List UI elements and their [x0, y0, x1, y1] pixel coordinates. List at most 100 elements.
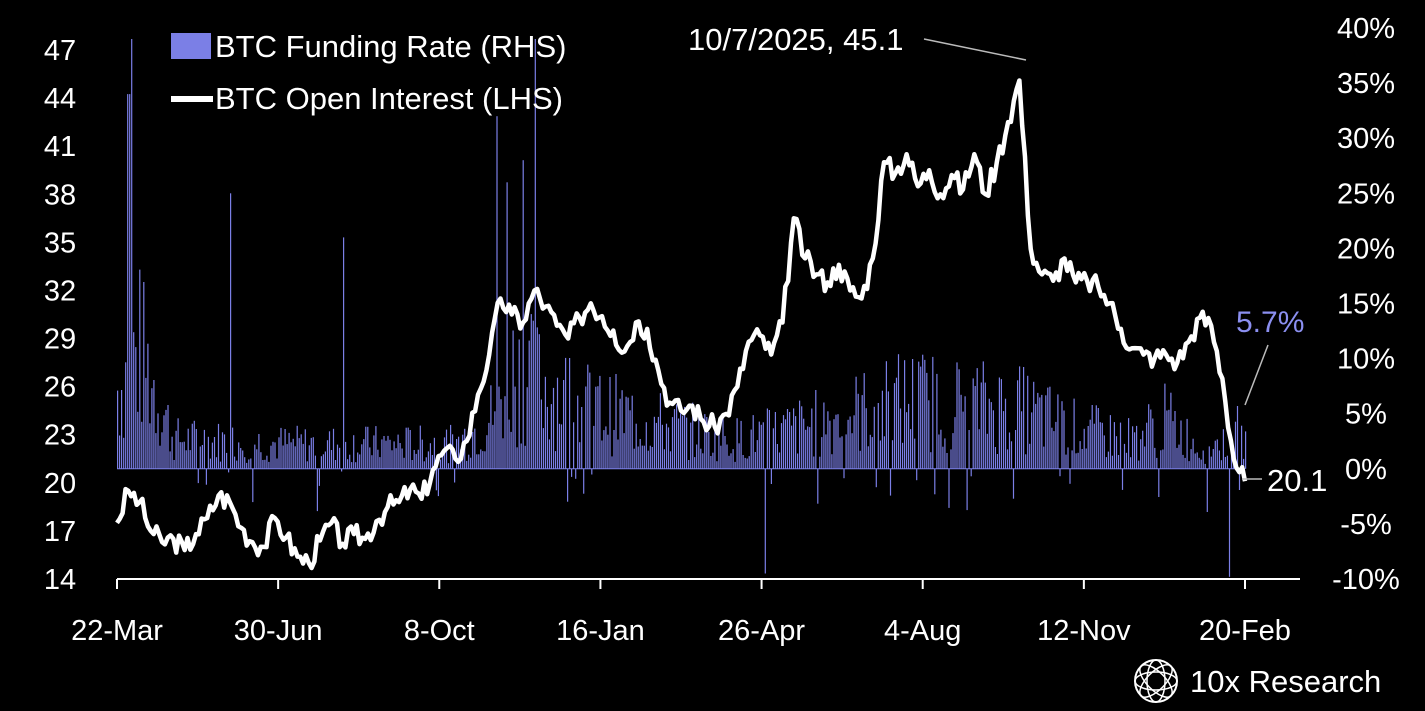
funding-bar — [857, 393, 859, 469]
funding-bar — [922, 354, 924, 469]
funding-bar — [676, 404, 678, 469]
funding-bar — [869, 434, 871, 469]
funding-bar — [470, 457, 472, 469]
funding-bar — [932, 356, 934, 469]
funding-bar — [736, 418, 738, 469]
funding-bar — [373, 435, 375, 469]
funding-bar — [476, 454, 478, 469]
funding-bar — [542, 428, 544, 469]
funding-bar — [498, 386, 500, 469]
peak-leader-line — [923, 38, 1027, 61]
funding-bar — [1061, 401, 1063, 469]
funding-bar — [409, 430, 411, 469]
funding-bar — [1202, 450, 1204, 469]
funding-bar — [197, 468, 199, 484]
funding-bar — [254, 444, 256, 469]
funding-bar — [887, 391, 889, 469]
right-tick-label: 5% — [1345, 399, 1387, 431]
right-tick-label: 20% — [1337, 233, 1395, 265]
funding-bar — [1033, 381, 1035, 469]
funding-bar — [1109, 415, 1111, 469]
globe-logo-icon — [1134, 659, 1178, 703]
funding-bar — [393, 441, 395, 469]
funding-bar — [1212, 449, 1214, 469]
funding-bar — [920, 366, 922, 469]
funding-bar — [1079, 441, 1081, 469]
funding-bar — [948, 468, 950, 508]
funding-bar — [458, 436, 460, 469]
funding-bar — [294, 446, 296, 469]
funding-bar — [389, 439, 391, 469]
funding-bar — [897, 354, 900, 469]
x-tick-label: 4-Aug — [884, 615, 961, 647]
funding-bar — [657, 416, 659, 469]
funding-bar — [306, 461, 308, 469]
funding-bar — [397, 434, 399, 469]
funding-bar — [645, 422, 647, 469]
funding-bar — [157, 413, 159, 469]
funding-bar — [488, 422, 490, 469]
funding-bar — [278, 437, 280, 469]
left-tick-label: 38 — [44, 179, 76, 211]
funding-bar — [1063, 410, 1065, 469]
funding-bar — [873, 406, 875, 469]
funding-bar — [908, 403, 910, 469]
funding-bar — [950, 449, 952, 469]
funding-bar — [835, 414, 837, 469]
funding-bar — [704, 414, 706, 469]
funding-bar — [504, 396, 506, 469]
funding-bar — [623, 433, 625, 469]
funding-bar — [552, 387, 555, 469]
funding-bar — [986, 433, 988, 469]
funding-bar — [1168, 409, 1170, 469]
funding-bar — [1234, 421, 1237, 469]
funding-bar — [1123, 443, 1126, 469]
funding-bar — [1180, 420, 1182, 469]
funding-bar — [326, 440, 329, 469]
funding-bar — [621, 390, 623, 469]
funding-bar — [617, 439, 619, 469]
funding-bar — [581, 407, 583, 469]
funding-bar — [1117, 455, 1120, 469]
funding-bar — [290, 442, 292, 469]
funding-bar — [213, 437, 216, 469]
funding-bar — [1035, 403, 1037, 469]
funding-bar — [815, 390, 817, 469]
funding-bar — [841, 436, 843, 469]
funding-bar — [1172, 421, 1174, 469]
funding-bar — [183, 441, 185, 469]
funding-bar — [520, 443, 522, 469]
funding-bar — [799, 400, 801, 469]
funding-bar — [1113, 422, 1115, 469]
funding-bar — [593, 425, 595, 469]
right-tick-label: 30% — [1337, 123, 1395, 155]
funding-bar — [496, 116, 498, 469]
funding-bar — [258, 434, 260, 469]
funding-bar — [692, 402, 694, 469]
funding-bar — [801, 406, 803, 469]
funding-bar — [944, 438, 946, 469]
funding-bar — [811, 408, 813, 469]
funding-bar — [437, 468, 439, 497]
funding-bar — [1025, 454, 1027, 469]
funding-bar — [585, 386, 587, 469]
funding-bar — [169, 451, 171, 469]
funding-bar — [540, 399, 542, 469]
funding-bar — [270, 445, 272, 469]
funding-bar — [395, 448, 397, 469]
funding-bar — [924, 359, 926, 469]
funding-bar — [413, 450, 415, 469]
funding-bar — [609, 377, 611, 469]
funding-bar — [797, 453, 799, 469]
funding-bar — [893, 383, 896, 469]
funding-bar — [514, 386, 516, 469]
funding-bar — [958, 369, 960, 469]
funding-bar — [139, 269, 141, 469]
funding-bar — [700, 448, 702, 469]
funding-bar — [863, 373, 865, 469]
funding-bar — [1136, 425, 1138, 469]
legend: BTC Funding Rate (RHS) BTC Open Interest… — [171, 29, 566, 116]
funding-bar — [1140, 439, 1142, 469]
funding-bar — [1008, 432, 1011, 469]
funding-bar — [793, 408, 795, 469]
